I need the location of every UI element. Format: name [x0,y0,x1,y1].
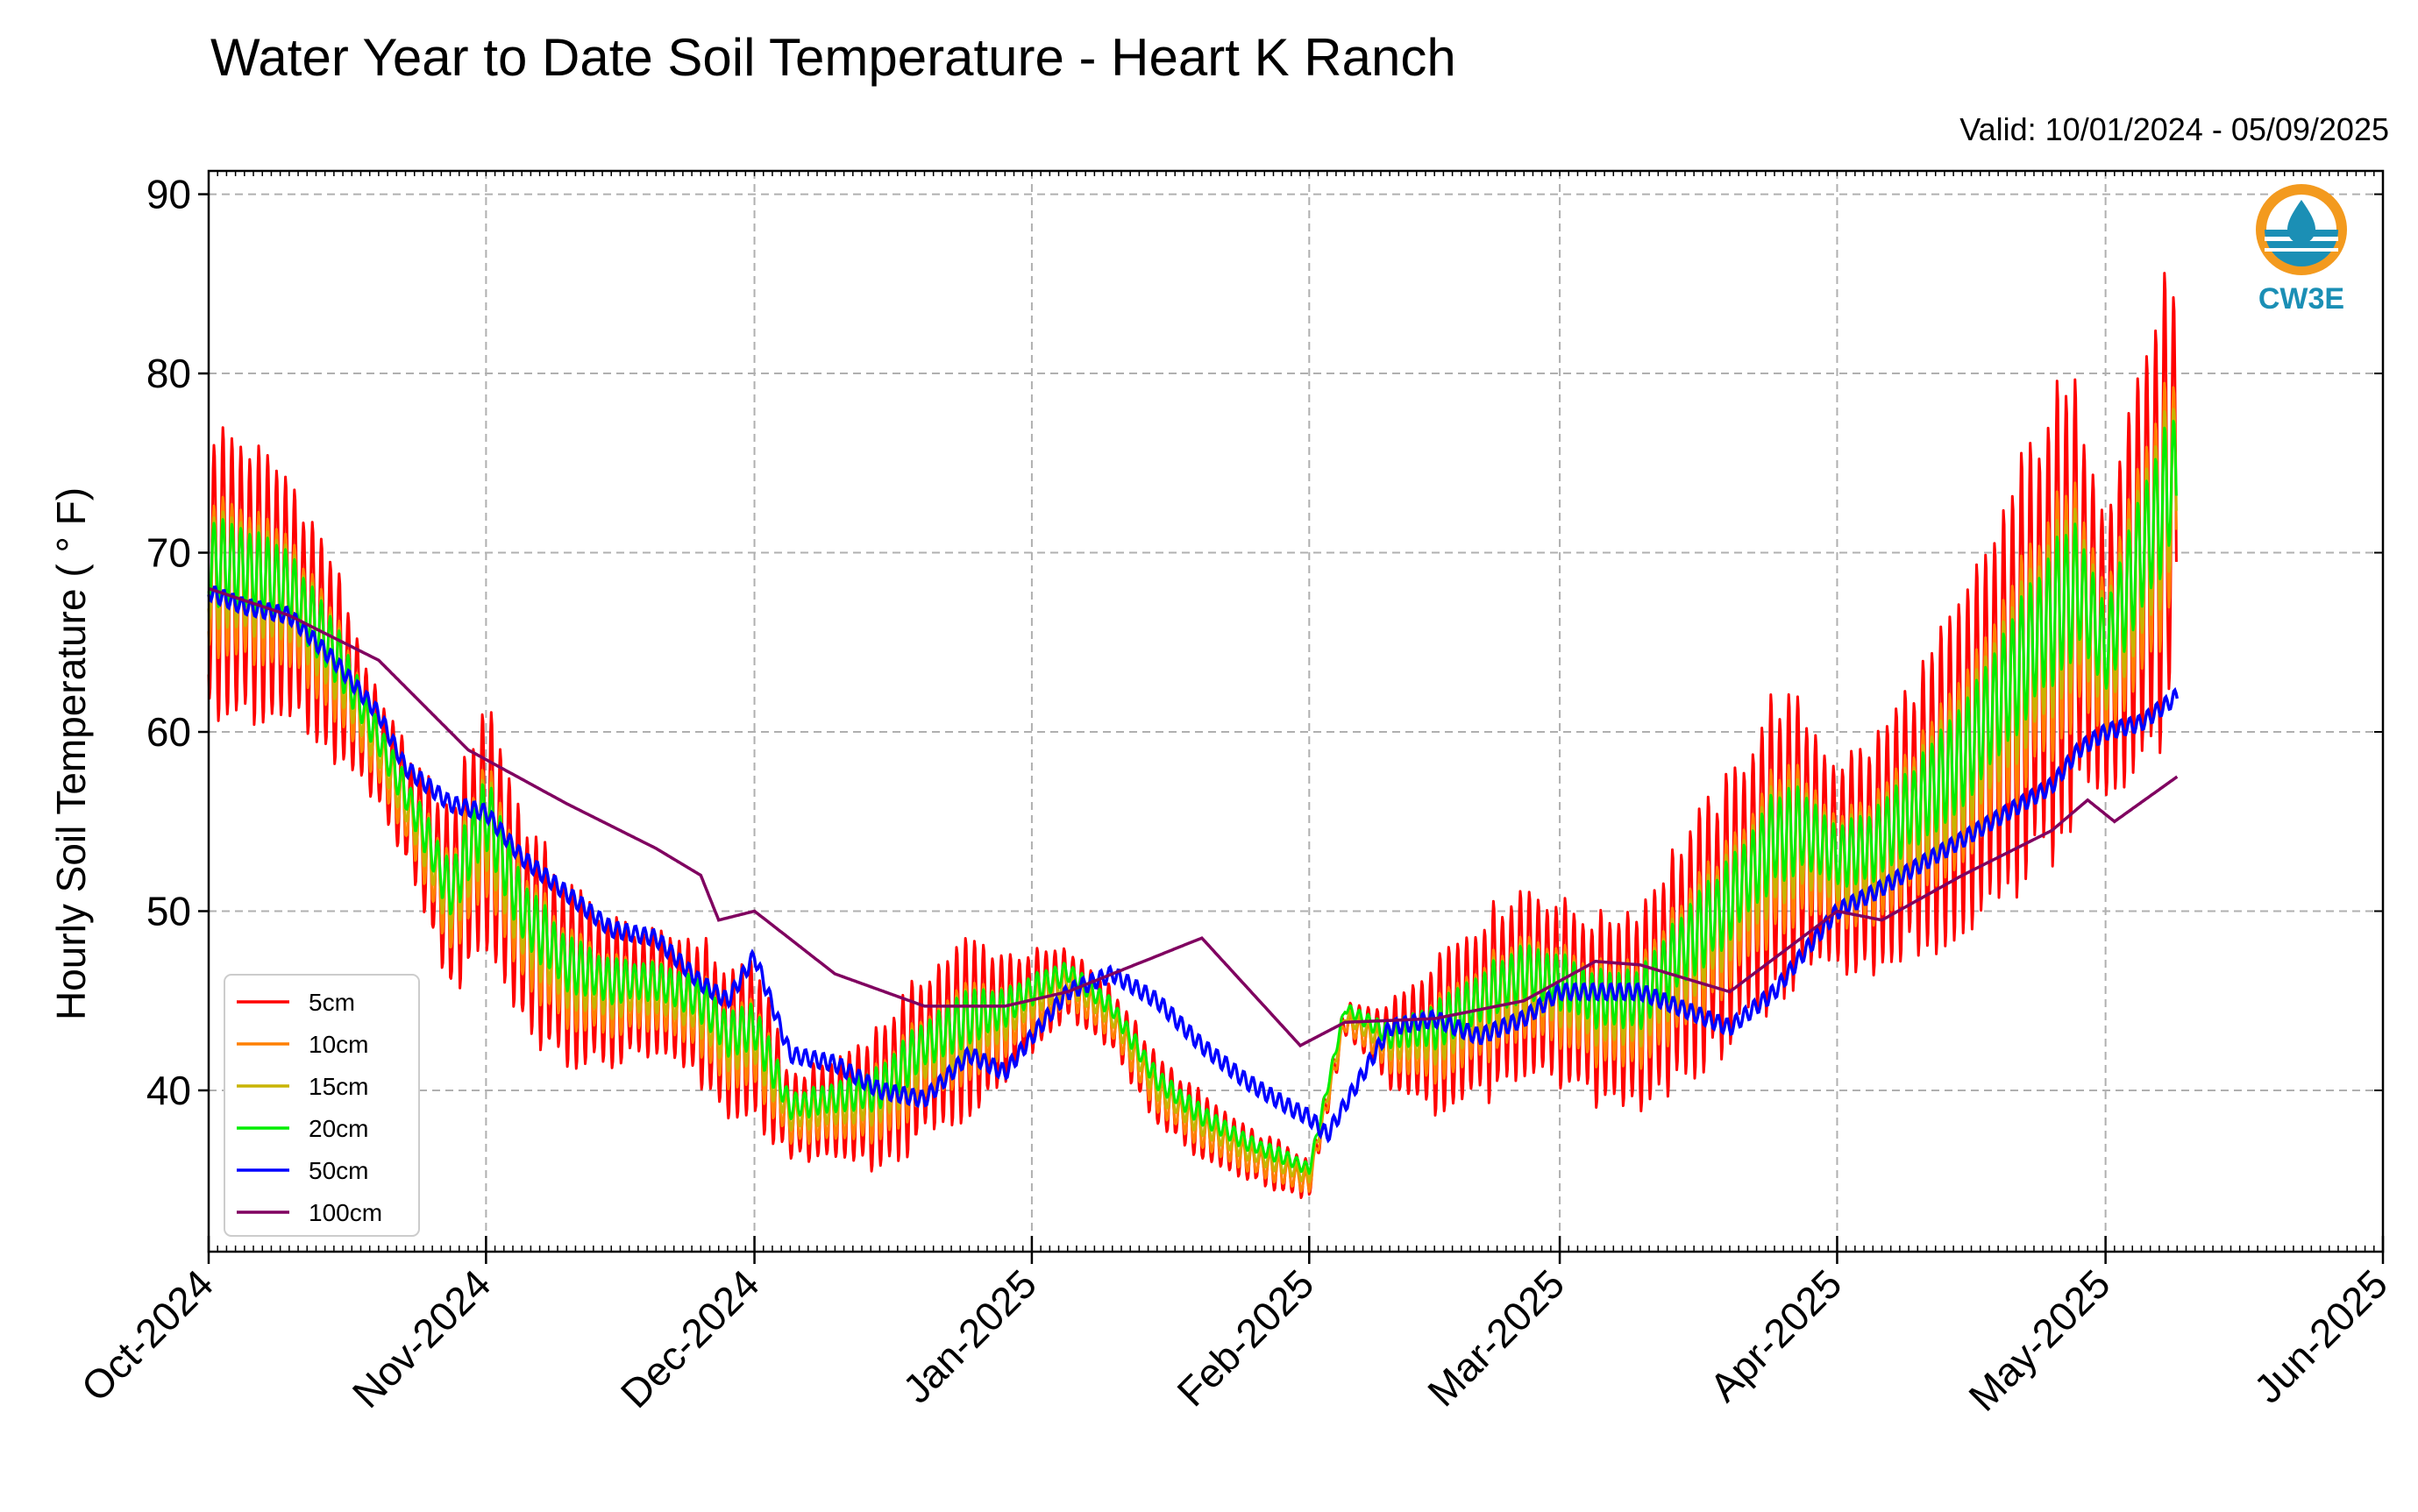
cw3e-logo: CW3E [2256,184,2347,316]
legend-label-5cm: 5cm [309,989,355,1016]
chart-title: Water Year to Date Soil Temperature - He… [210,28,1456,87]
logo-drop-icon [2287,200,2315,244]
legend-label-10cm: 10cm [309,1031,368,1058]
y-tick-label: 60 [146,709,191,755]
y-tick-label: 40 [146,1068,191,1113]
y-tick-label: 70 [146,530,191,576]
legend: 5cm 10cm 15cm 20cm 50cm 100cm [224,974,420,1237]
y-axis-label: Hourly Soil Temperature ( ° F) [48,487,94,1020]
valid-date-range: Valid: 10/01/2024 - 05/09/2025 [1959,111,2389,147]
plot-frame [207,169,2385,1253]
y-tick-label: 80 [146,351,191,396]
series-layer [207,272,2180,1199]
logo-text: CW3E [2258,282,2344,316]
logo-wave-icon [2265,248,2338,252]
series-line-50cm [207,585,2180,1144]
legend-label-100cm: 100cm [309,1199,382,1226]
series-line-20cm [207,419,2178,1175]
y-tick-label: 90 [146,172,191,217]
legend-label-50cm: 50cm [309,1157,368,1184]
y-tick-labels: 40 50 60 70 80 90 [146,172,191,1113]
y-tick-label: 50 [146,888,191,933]
legend-label-20cm: 20cm [309,1115,368,1142]
series-line-100cm [208,586,2179,1048]
axes [198,169,2385,1264]
legend-label-15cm: 15cm [309,1073,368,1100]
